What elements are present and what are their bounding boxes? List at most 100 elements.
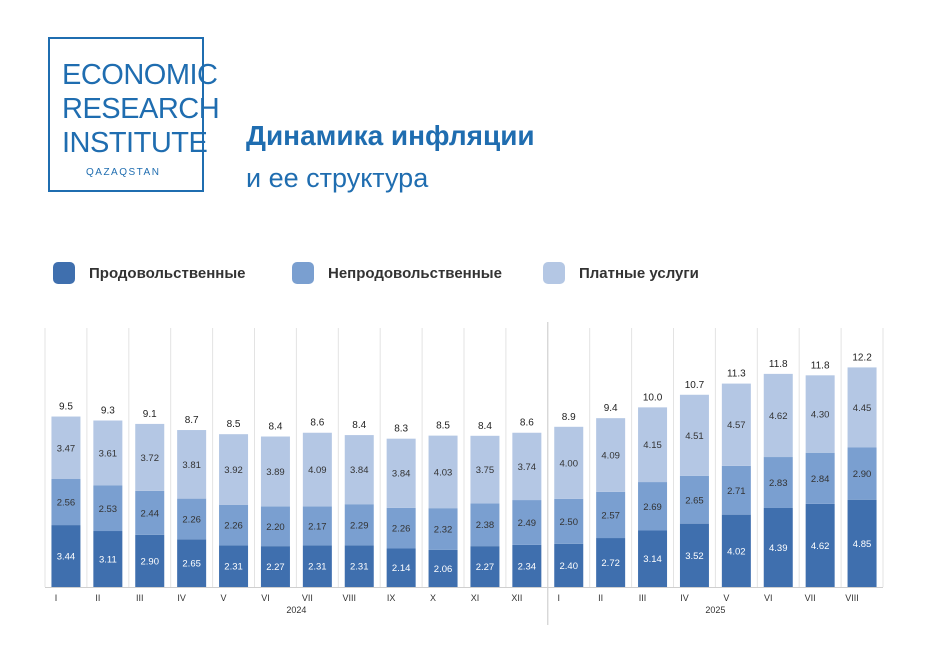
bar-segment (638, 482, 668, 531)
x-tick-label: II (95, 593, 100, 603)
x-tick-label: V (723, 593, 729, 603)
data-label: 2.27 (266, 562, 285, 573)
bar-segment (805, 375, 835, 453)
bar-segment (135, 490, 165, 535)
x-tick-label: VIII (342, 593, 356, 603)
data-label: 2.20 (266, 522, 285, 533)
data-label: 4.09 (308, 465, 327, 476)
data-label: 2.26 (392, 524, 411, 535)
data-label: 2.40 (560, 561, 579, 572)
x-tick-label: V (221, 593, 227, 603)
data-label: 4.57 (727, 420, 746, 431)
bar-segment (428, 549, 458, 587)
data-label: 2.90 (853, 469, 872, 480)
total-label: 8.4 (352, 420, 366, 431)
data-label: 2.56 (57, 498, 76, 509)
bar-segment (847, 447, 877, 500)
logo-line-3: INSTITUTE (62, 127, 208, 159)
data-label: 2.69 (643, 502, 662, 513)
bar-segment (763, 457, 793, 508)
page-title: Динамика инфляции (246, 120, 535, 151)
legend-swatch-nonfood (292, 262, 314, 284)
total-label: 10.0 (643, 392, 663, 403)
bar-segment (177, 430, 207, 499)
data-label: 2.17 (308, 521, 327, 532)
data-label: 2.71 (727, 486, 746, 497)
data-label: 3.14 (643, 554, 662, 565)
data-label: 2.31 (350, 562, 369, 573)
bar-segment (596, 538, 626, 587)
x-tick-label: III (136, 593, 144, 603)
year-group-label: 2024 (286, 605, 306, 615)
bar-segment (344, 435, 374, 505)
bar-segment (428, 435, 458, 509)
bar-segment (470, 503, 500, 547)
x-tick-label: IX (387, 593, 396, 603)
total-label: 9.1 (143, 409, 157, 420)
total-label: 8.4 (268, 422, 282, 433)
data-label: 4.51 (685, 431, 704, 442)
data-label: 4.03 (434, 467, 453, 478)
bar-segment (177, 498, 207, 540)
total-label: 11.3 (727, 369, 746, 380)
data-label: 2.44 (141, 508, 160, 519)
bar-segment (847, 499, 877, 587)
bar-segment (386, 438, 416, 508)
x-tick-label: VII (805, 593, 816, 603)
data-label: 4.62 (769, 411, 788, 422)
x-tick-label: II (598, 593, 603, 603)
total-label: 8.9 (562, 412, 576, 423)
bar-segment (638, 407, 668, 483)
total-label: 8.6 (310, 418, 324, 429)
x-tick-label: XII (511, 593, 522, 603)
x-tick-label: IV (177, 593, 186, 603)
bar-segment (763, 373, 793, 458)
data-label: 4.45 (853, 403, 872, 414)
bar-segment (763, 507, 793, 587)
x-tick-label: VI (261, 593, 270, 603)
legend-item-services: Платные услуги (543, 262, 699, 284)
bar-segment (721, 383, 751, 466)
bar-segment (470, 546, 500, 587)
bar-segment (302, 506, 332, 546)
bar-segment (302, 545, 332, 587)
data-label: 2.26 (182, 514, 201, 525)
total-label: 11.8 (811, 360, 830, 371)
total-label: 12.2 (852, 352, 872, 363)
x-tick-label: VIII (845, 593, 859, 603)
total-label: 8.7 (185, 415, 199, 426)
total-label: 8.6 (520, 418, 534, 429)
data-label: 4.09 (601, 450, 620, 461)
data-label: 2.65 (685, 495, 704, 506)
bar-segment (51, 525, 81, 587)
data-label: 3.75 (476, 465, 495, 476)
data-label: 2.65 (182, 559, 201, 570)
logo-line-2: RESEARCH (62, 93, 220, 125)
x-tick-label: XI (471, 593, 480, 603)
data-label: 3.11 (99, 555, 117, 566)
legend-label-nonfood: Непродовольственные (328, 264, 502, 282)
logo: ECONOMIC RESEARCH INSTITUTE QAZAQSTAN (48, 37, 220, 192)
data-label: 2.53 (99, 504, 118, 515)
data-label: 3.84 (350, 465, 369, 476)
bar-segment (805, 452, 835, 504)
x-tick-label: IV (680, 593, 689, 603)
bar-segment (596, 491, 626, 539)
bar-segment (219, 434, 249, 505)
bar-segment (93, 531, 123, 587)
data-label: 2.50 (560, 517, 579, 528)
bar-segment (554, 426, 584, 499)
x-tick-label: I (557, 593, 560, 603)
data-label: 2.29 (350, 520, 369, 531)
logo-sub: QAZAQSTAN (86, 167, 161, 178)
bar-segment (51, 416, 81, 479)
x-tick-label: VII (302, 593, 313, 603)
x-tick-label: I (55, 593, 58, 603)
data-label: 3.52 (685, 551, 704, 562)
bar-segment (554, 498, 584, 544)
data-label: 4.85 (853, 539, 872, 550)
data-label: 2.83 (769, 478, 788, 489)
data-label: 2.72 (601, 558, 620, 569)
legend-item-nonfood: Непродовольственные (292, 262, 502, 284)
data-label: 3.47 (57, 443, 76, 454)
